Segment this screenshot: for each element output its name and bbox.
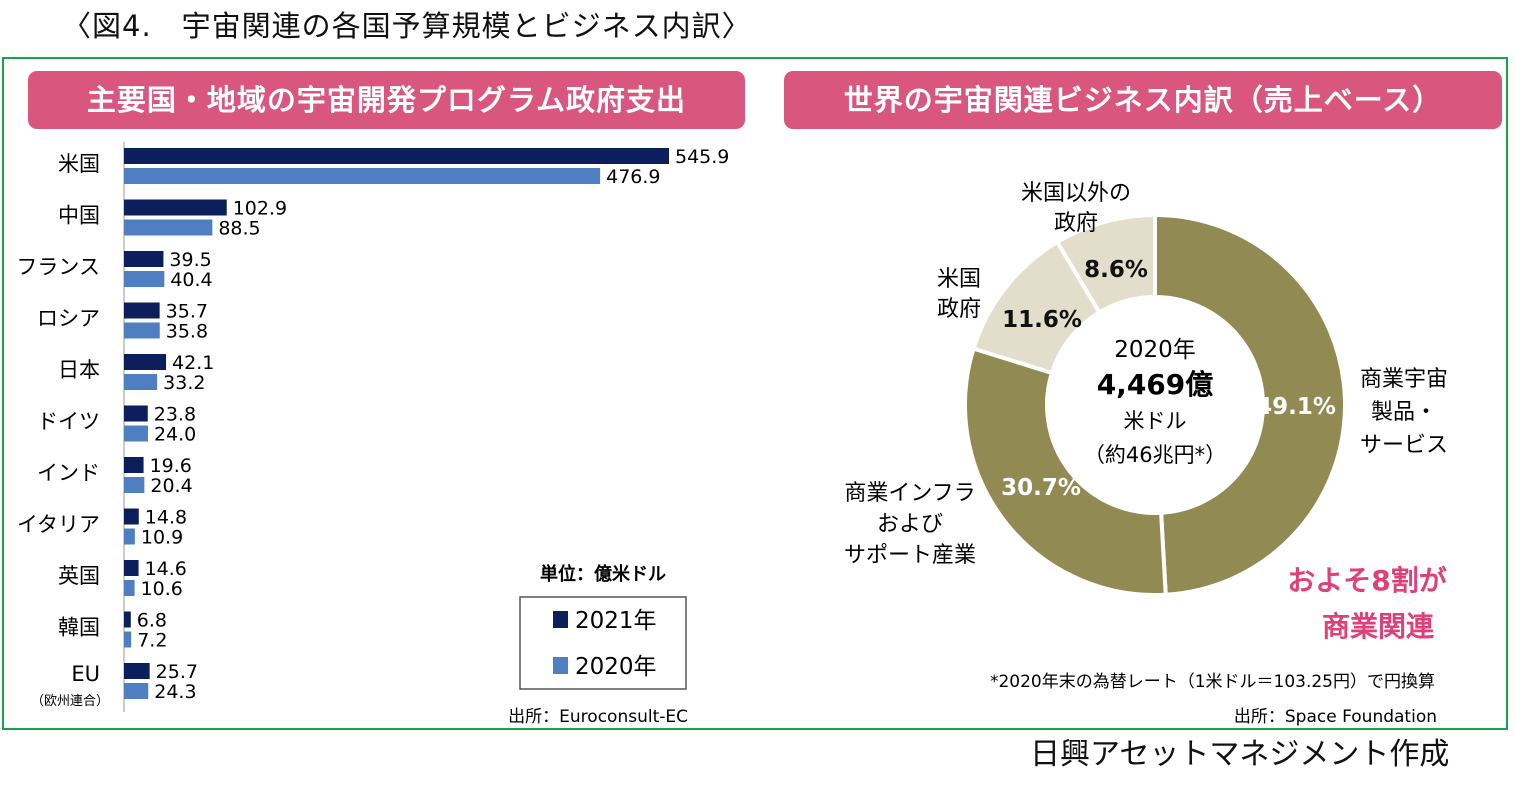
category-label: 米国: [58, 152, 100, 176]
bar-value-label: 33.2: [163, 372, 205, 394]
bar-value-label: 88.5: [218, 218, 260, 240]
bar-value-label: 6.8: [137, 610, 167, 632]
category-label: 韓国: [58, 616, 100, 640]
center-year: 2020年: [1114, 337, 1196, 363]
bar-2021: [124, 251, 164, 267]
bar-2020: [124, 271, 165, 287]
bar-2021: [124, 199, 227, 216]
slice-category-label: サービス: [1360, 433, 1448, 458]
category-label: 中国: [58, 204, 100, 228]
exchange-rate-footnote: *2020年末の為替レート（1米ドル＝103.25円）で円換算: [990, 672, 1435, 692]
category-label: ロシア: [37, 307, 100, 331]
credit-label: 日興アセットマネジメント作成: [1030, 737, 1450, 772]
bar-value-label: 14.8: [145, 507, 187, 529]
unit-label: 単位：億米ドル: [540, 563, 666, 585]
bar-value-label: 24.3: [154, 681, 196, 703]
category-label: 日本: [58, 358, 100, 382]
category-label: ドイツ: [37, 410, 100, 434]
bar-2020: [124, 322, 160, 339]
bar-2021: [124, 611, 131, 628]
legend-label-2020: 2020年: [575, 654, 657, 680]
legend-swatch-2020: [553, 657, 568, 674]
category-label: 英国: [58, 564, 100, 588]
eu-sublabel: （欧州連合）: [31, 694, 109, 709]
slice-category-label: 政府: [937, 297, 981, 322]
slice-category-label: および: [877, 512, 943, 537]
bar-2020: [124, 425, 148, 442]
category-label: インド: [37, 461, 100, 485]
figure-title: 〈図4. 宇宙関連の各国予算規模とビジネス内訳〉: [62, 9, 752, 43]
center-yen: （約46兆円*）: [1084, 443, 1226, 467]
bar-2021: [124, 302, 160, 319]
legend-swatch-2021: [553, 611, 568, 628]
slice-category-label: 米国: [937, 267, 981, 292]
bar-value-label: 42.1: [172, 352, 214, 374]
figure-frame: [2, 57, 1508, 730]
bar-value-label: 40.4: [170, 269, 212, 291]
bar-value-label: 39.5: [169, 249, 211, 271]
bar-2020: [124, 219, 213, 236]
bar-2021: [124, 457, 144, 473]
legend-box: [519, 596, 687, 690]
center-unit: 米ドル: [1124, 409, 1187, 433]
bar-value-label: 10.9: [141, 527, 183, 549]
right-source: 出所：Space Foundation: [1234, 707, 1437, 727]
left-source: 出所：Euroconsult-EC: [508, 707, 688, 727]
bar-value-label: 10.6: [141, 578, 183, 600]
bar-2021: [124, 508, 139, 525]
left-panel-title: 主要国・地域の宇宙開発プログラム政府支出: [28, 71, 745, 129]
bar-2020: [124, 631, 132, 648]
bar-value-label: 23.8: [154, 404, 196, 426]
bar-2020: [124, 528, 135, 545]
bar-2020: [124, 374, 158, 390]
bar-value-label: 545.9: [675, 146, 729, 168]
emphasis-line-1: およそ8割が: [1287, 564, 1446, 597]
bar-value-label: 19.6: [150, 455, 192, 477]
slice-category-label: 製品・: [1371, 400, 1437, 425]
bar-2020: [124, 580, 135, 596]
slice-category-label: 政府: [1054, 211, 1098, 236]
category-label: EU: [71, 662, 100, 686]
emphasis-line-2: 商業関連: [1322, 610, 1435, 643]
donut-chart: 49.1% 30.7% 11.6%8.6% 商業宇宙製品・サービス商業インフラおよびサ…: [844, 181, 1448, 597]
donut-slice: [1054, 212, 1157, 316]
center-amount: 4,469億: [1097, 368, 1214, 401]
bar-value-label: 20.4: [150, 475, 192, 497]
legend-label-2021: 2021年: [575, 608, 657, 634]
bar-value-label: 25.7: [156, 661, 198, 683]
bar-value-label: 24.0: [154, 424, 196, 446]
slice-percent-label: 49.1%: [1256, 394, 1336, 420]
bar-value-label: 35.8: [166, 321, 208, 343]
bar-2020: [124, 683, 149, 699]
bar-2021: [124, 354, 167, 370]
bar-value-label: 476.9: [606, 166, 660, 188]
bar-value-label: 102.9: [233, 198, 287, 220]
slice-percent-label: 8.6%: [1084, 257, 1148, 283]
slice-percent-label: 11.6%: [1002, 307, 1082, 333]
slice-percent-label: 30.7%: [1001, 475, 1081, 501]
donut-slice: [963, 346, 1168, 597]
right-panel-title: 世界の宇宙関連ビジネス内訳（売上ベース）: [784, 71, 1502, 129]
slice-category-label: 商業宇宙: [1360, 367, 1448, 392]
slice-category-label: 商業インフラ: [844, 481, 975, 506]
slice-category-label: サポート産業: [844, 543, 976, 568]
bar-value-label: 14.6: [145, 558, 187, 580]
category-label: イタリア: [17, 513, 100, 537]
donut-slice: [1153, 212, 1347, 597]
bar-2020: [124, 477, 145, 493]
slice-category-label: 米国以外の: [1021, 181, 1131, 206]
bar-chart: 米国 545.9 476.9 中国 102.988.5 フランス 39.540.4 ロシア 35…: [16, 142, 729, 712]
bar-2021: [124, 405, 148, 422]
bar-2021: [124, 148, 669, 164]
bar-value-label: 7.2: [137, 630, 167, 652]
bar-2021: [124, 663, 150, 679]
bar-2020: [124, 168, 601, 184]
bar-2021: [124, 560, 139, 576]
category-label: フランス: [16, 255, 100, 279]
bar-value-label: 35.7: [166, 301, 208, 323]
